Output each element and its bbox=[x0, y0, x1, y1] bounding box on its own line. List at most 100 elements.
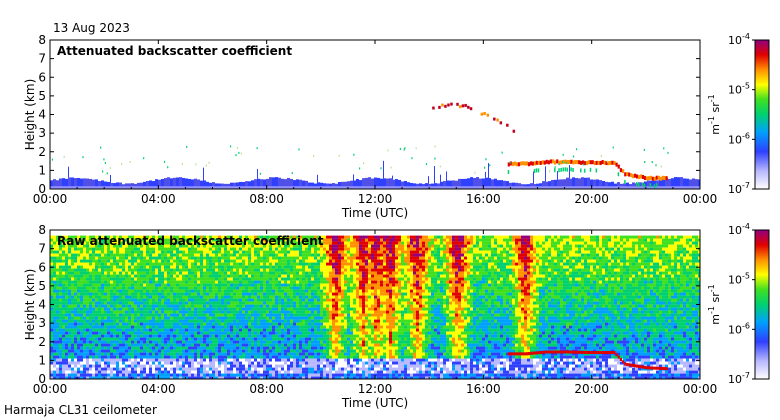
raw-cell bbox=[161, 352, 164, 356]
raw-cell bbox=[86, 271, 89, 275]
raw-cell bbox=[209, 247, 212, 251]
x-tick-label: 00:00 bbox=[683, 192, 718, 206]
raw-cell bbox=[161, 373, 164, 377]
raw-cell bbox=[209, 271, 212, 275]
raw-cell bbox=[158, 277, 161, 281]
raw-cell bbox=[185, 328, 188, 332]
bl-cell bbox=[440, 186, 443, 189]
raw-cell bbox=[65, 328, 68, 332]
raw-cell bbox=[191, 235, 194, 239]
raw-cell bbox=[233, 346, 236, 350]
raw-cell bbox=[269, 310, 272, 314]
raw-cell bbox=[239, 364, 242, 368]
raw-cell bbox=[149, 343, 152, 347]
raw-cell bbox=[227, 286, 230, 290]
raw-cell bbox=[56, 358, 59, 362]
raw-cell bbox=[146, 352, 149, 356]
raw-cell bbox=[110, 283, 113, 287]
raw-cell bbox=[113, 286, 116, 290]
raw-cell bbox=[134, 343, 137, 347]
raw-cell bbox=[95, 355, 98, 359]
raw-cell bbox=[188, 253, 191, 257]
raw-cell bbox=[206, 238, 209, 242]
raw-cell bbox=[221, 247, 224, 251]
raw-cell bbox=[299, 292, 302, 296]
raw-cell bbox=[227, 325, 230, 329]
raw-cell bbox=[230, 244, 233, 248]
raw-cell bbox=[215, 292, 218, 296]
raw-cell bbox=[182, 271, 185, 275]
raw-cell bbox=[152, 271, 155, 275]
raw-cell bbox=[149, 358, 152, 362]
raw-cell bbox=[50, 298, 53, 302]
raw-cell bbox=[164, 373, 167, 377]
raw-cell bbox=[86, 244, 89, 248]
raw-cell bbox=[128, 343, 131, 347]
raw-cell bbox=[176, 247, 179, 251]
raw-cell bbox=[89, 292, 92, 296]
raw-cell bbox=[131, 328, 134, 332]
raw-cell bbox=[50, 256, 53, 260]
speck bbox=[208, 161, 210, 164]
raw-cell bbox=[224, 238, 227, 242]
raw-cell bbox=[149, 316, 152, 320]
raw-cell bbox=[224, 241, 227, 245]
raw-cell bbox=[86, 367, 89, 371]
raw-cell bbox=[215, 337, 218, 341]
raw-cell bbox=[308, 370, 311, 374]
raw-cell bbox=[65, 250, 68, 254]
raw-cell bbox=[95, 292, 98, 296]
raw-cell bbox=[116, 313, 119, 317]
raw-cell bbox=[227, 241, 230, 245]
raw-cell bbox=[206, 262, 209, 266]
raw-cell bbox=[116, 304, 119, 308]
raw-cell bbox=[149, 262, 152, 266]
raw-cell bbox=[218, 265, 221, 269]
raw-cell bbox=[302, 358, 305, 362]
raw-cell bbox=[50, 346, 53, 350]
raw-cell bbox=[311, 310, 314, 314]
raw-cell bbox=[185, 334, 188, 338]
raw-cell bbox=[287, 355, 290, 359]
raw-cell bbox=[203, 247, 206, 251]
raw-cell bbox=[197, 319, 200, 323]
raw-cell bbox=[203, 367, 206, 371]
raw-cell bbox=[233, 265, 236, 269]
raw-cell bbox=[77, 367, 80, 371]
raw-cell bbox=[146, 259, 149, 263]
raw-cell bbox=[242, 256, 245, 260]
raw-cell bbox=[188, 343, 191, 347]
raw-cell bbox=[236, 271, 239, 275]
raw-cell bbox=[131, 268, 134, 272]
bl-cell bbox=[101, 186, 104, 189]
cloud-cell bbox=[591, 160, 594, 165]
raw-cell bbox=[284, 259, 287, 263]
raw-cell bbox=[209, 310, 212, 314]
raw-cell bbox=[137, 286, 140, 290]
raw-cell bbox=[80, 367, 83, 371]
raw-cell bbox=[224, 337, 227, 341]
raw-cell bbox=[311, 274, 314, 278]
raw-cell bbox=[287, 238, 290, 242]
raw-cell bbox=[224, 265, 227, 269]
raw-cell bbox=[197, 331, 200, 335]
raw-cell bbox=[89, 283, 92, 287]
raw-cell bbox=[170, 367, 173, 371]
raw-cell bbox=[254, 346, 257, 350]
raw-cell bbox=[140, 265, 143, 269]
raw-cell bbox=[56, 265, 59, 269]
raw-cell bbox=[143, 274, 146, 278]
raw-cell bbox=[113, 304, 116, 308]
raw-cell bbox=[203, 304, 206, 308]
raw-cell bbox=[197, 352, 200, 356]
raw-cell bbox=[173, 253, 176, 257]
raw-cell bbox=[290, 235, 293, 239]
raw-cell bbox=[230, 331, 233, 335]
raw-cell bbox=[224, 310, 227, 314]
raw-cell bbox=[311, 238, 314, 242]
raw-cell bbox=[98, 262, 101, 266]
raw-cell bbox=[122, 277, 125, 281]
raw-cell bbox=[212, 364, 215, 368]
raw-cell bbox=[179, 262, 182, 266]
